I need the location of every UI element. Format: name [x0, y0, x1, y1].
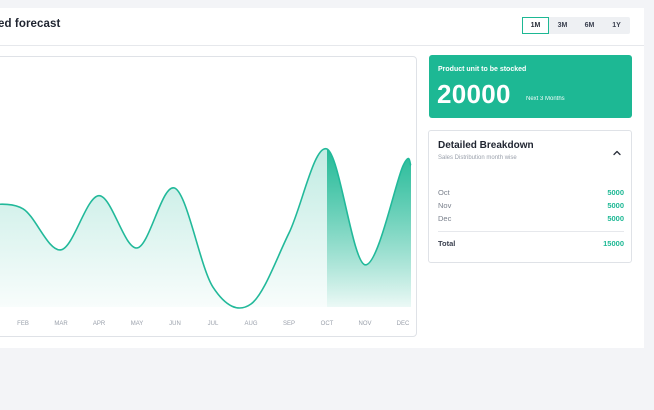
chart-area	[0, 148, 411, 308]
x-tick-may: MAY	[131, 321, 144, 327]
x-tick-aug: AUG	[244, 321, 257, 327]
chevron-up-icon[interactable]	[611, 145, 623, 156]
data-point-feb	[21, 207, 25, 211]
data-point-dec	[401, 164, 405, 168]
data-point-apr	[97, 194, 101, 198]
x-tick-jul: JUL	[208, 321, 219, 327]
breakdown-title: Detailed Breakdown	[438, 140, 534, 151]
data-point-mar	[59, 248, 63, 252]
breakdown-row-dec: Dec 5000	[438, 214, 624, 224]
breakdown-subtitle: Sales Distribution month wise	[438, 155, 517, 161]
data-point-jun	[173, 186, 177, 190]
stock-value: 20000	[437, 79, 511, 109]
breakdown-total-row: Total 15000	[438, 239, 624, 249]
breakdown-value: 5000	[607, 214, 624, 223]
data-point-jul	[211, 285, 215, 289]
data-point-sep	[287, 231, 291, 235]
forecast-area	[327, 149, 411, 307]
x-tick-oct: OCT	[321, 321, 334, 327]
breakdown-month: Oct	[438, 188, 450, 197]
breakdown-value: 5000	[607, 188, 624, 197]
range-3m-button[interactable]: 3M	[557, 22, 568, 29]
breakdown-row-nov: Nov 5000	[438, 201, 624, 211]
data-point-may	[135, 246, 139, 250]
breakdown-month: Dec	[438, 214, 452, 223]
stock-card: Product unit to be stocked 20000 Next 3 …	[429, 55, 632, 118]
range-1m-button[interactable]: 1M	[522, 17, 549, 34]
total-label: Total	[438, 239, 456, 248]
x-tick-mar: MAR	[54, 321, 68, 327]
x-tick-dec: DEC	[397, 321, 410, 327]
x-tick-nov: NOV	[358, 321, 371, 327]
range-1y-button[interactable]: 1Y	[612, 22, 621, 29]
data-point-aug	[249, 302, 253, 306]
card-header: ed forecast 1M 3M 6M 1Y	[0, 8, 644, 46]
breakdown-month: Nov	[438, 201, 452, 210]
series-line	[0, 148, 412, 309]
forecast-chart: FEB MAR APR MAY JUN JUL AUG SEP OCT NOV DEC	[0, 147, 412, 327]
total-value: 15000	[603, 239, 624, 248]
stock-period: Next 3 Months	[526, 96, 565, 102]
chart-panel: FEB MAR APR MAY JUN JUL AUG SEP OCT NOV DEC	[0, 56, 417, 337]
range-selector: 1M 3M 6M 1Y	[522, 17, 630, 34]
breakdown-card: Detailed Breakdown Sales Distribution mo…	[428, 130, 632, 263]
stock-label: Product unit to be stocked	[438, 66, 527, 73]
breakdown-row-oct: Oct 5000	[438, 188, 624, 198]
data-point-oct	[325, 147, 329, 151]
breakdown-value: 5000	[607, 201, 624, 210]
page-title: ed forecast	[0, 18, 61, 30]
x-tick-sep: SEP	[283, 321, 295, 327]
forecast-card: ed forecast 1M 3M 6M 1Y FEB MAR APR MAY JUN J…	[0, 8, 644, 348]
data-point-nov	[363, 263, 367, 267]
breakdown-divider	[438, 231, 624, 232]
range-6m-button[interactable]: 6M	[584, 22, 595, 29]
x-tick-apr: APR	[93, 321, 106, 327]
x-tick-jun: JUN	[169, 321, 181, 327]
x-tick-feb: FEB	[17, 321, 29, 327]
